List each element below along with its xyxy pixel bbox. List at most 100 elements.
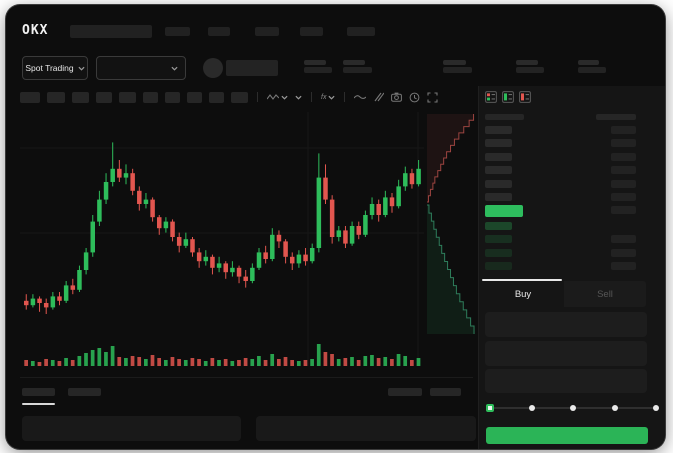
- volume-bar: [250, 359, 255, 366]
- volume-bar: [343, 358, 348, 366]
- book-price-skeleton[interactable]: [485, 261, 512, 270]
- book-price-skeleton[interactable]: [485, 152, 512, 161]
- book-price-skeleton[interactable]: [485, 193, 512, 201]
- candlestick: [183, 239, 189, 246]
- volume-bar: [57, 361, 62, 366]
- orders-tab-skeleton[interactable]: [22, 388, 55, 396]
- active-trade-tab-indicator: [482, 279, 562, 281]
- volume-bar: [24, 360, 28, 366]
- volume-bar: [243, 358, 248, 366]
- candlestick: [57, 296, 62, 301]
- volume-bar: [210, 358, 215, 366]
- tab-buy[interactable]: Buy: [514, 288, 532, 300]
- wave-icon[interactable]: [354, 93, 367, 101]
- orders-action-skeleton[interactable]: [388, 388, 422, 396]
- interval-button-skeleton[interactable]: [231, 91, 248, 103]
- nav-item-skeleton[interactable]: [165, 27, 190, 36]
- tab-sell[interactable]: Sell: [564, 281, 646, 307]
- nav-item-skeleton[interactable]: [300, 27, 323, 36]
- volume-bar: [70, 360, 75, 366]
- volume-bar: [416, 358, 421, 366]
- interval-button-skeleton[interactable]: [119, 91, 136, 103]
- candlestick: [196, 252, 202, 262]
- chevron-down-icon[interactable]: [295, 94, 302, 101]
- line-style-icon[interactable]: [267, 93, 288, 101]
- pair-selector[interactable]: [96, 56, 186, 80]
- volume-bar: [323, 352, 328, 366]
- last-price-bar[interactable]: [485, 205, 523, 217]
- price-input-skeleton[interactable]: [485, 312, 647, 337]
- amount-input-skeleton[interactable]: [485, 341, 647, 366]
- book-amount-skeleton: [611, 166, 636, 175]
- volume-bar: [157, 358, 161, 366]
- candlestick: [117, 168, 122, 178]
- book-price-skeleton[interactable]: [485, 166, 512, 175]
- candlestick: [383, 197, 388, 215]
- slider-step-dot[interactable]: [611, 405, 618, 411]
- nav-item-skeleton[interactable]: [255, 27, 279, 36]
- book-both-icon[interactable]: [485, 91, 497, 103]
- candlestick: [356, 226, 361, 235]
- interval-button-skeleton[interactable]: [143, 91, 158, 103]
- volume-bar: [230, 361, 235, 366]
- nav-item-skeleton[interactable]: [347, 27, 375, 36]
- slider-step-dot[interactable]: [528, 405, 535, 411]
- stat-value-skeleton: [304, 67, 332, 73]
- compare-icon[interactable]: [373, 92, 385, 102]
- candlestick: [137, 190, 142, 204]
- indicators-icon[interactable]: fx: [321, 94, 336, 101]
- candlestick: [24, 300, 29, 306]
- interval-button-skeleton[interactable]: [187, 91, 202, 103]
- book-amount-skeleton: [611, 235, 636, 244]
- volume-bar: [363, 356, 368, 366]
- candlestick: [163, 221, 169, 229]
- candlestick: [223, 263, 228, 273]
- candlestick: [369, 204, 375, 215]
- book-bids-icon[interactable]: [502, 91, 514, 103]
- volume-bar: [270, 354, 275, 366]
- slider-step-dot[interactable]: [570, 405, 576, 411]
- book-price-skeleton[interactable]: [485, 179, 512, 188]
- candlestick: [190, 239, 195, 253]
- orders-action-skeleton[interactable]: [430, 388, 461, 396]
- interval-button-skeleton[interactable]: [209, 91, 224, 103]
- interval-button-skeleton[interactable]: [47, 91, 65, 103]
- book-price-skeleton[interactable]: [485, 126, 512, 134]
- book-asks-icon[interactable]: [519, 91, 531, 103]
- book-price-skeleton[interactable]: [485, 235, 512, 244]
- interval-button-skeleton[interactable]: [165, 91, 180, 103]
- slider-step-dot[interactable]: [653, 405, 659, 411]
- buy-submit-button[interactable]: [486, 427, 648, 444]
- interval-button-skeleton[interactable]: [20, 91, 40, 103]
- book-price-skeleton[interactable]: [485, 139, 512, 148]
- section-divider: [20, 377, 473, 378]
- slider-handle[interactable]: [486, 404, 494, 412]
- candlestick-chart[interactable]: [6, 5, 665, 449]
- header-search-skeleton[interactable]: [70, 25, 152, 38]
- total-input-skeleton[interactable]: [485, 369, 647, 393]
- candlestick: [150, 199, 155, 218]
- okx-logo[interactable]: OKX: [22, 23, 49, 38]
- market-type-selector[interactable]: Spot Trading: [22, 56, 88, 80]
- book-price-skeleton[interactable]: [485, 248, 512, 257]
- chart-toolbar: fx: [20, 91, 439, 103]
- interval-button-skeleton[interactable]: [96, 91, 112, 103]
- history-icon[interactable]: [409, 92, 420, 103]
- camera-icon[interactable]: [391, 92, 403, 102]
- orders-panel-skeleton: [256, 416, 476, 441]
- volume-bar: [203, 361, 208, 366]
- chevron-down-icon: [78, 66, 85, 71]
- candlestick: [250, 267, 255, 281]
- nav-item-skeleton[interactable]: [208, 27, 230, 36]
- stat-label-skeleton: [443, 60, 466, 65]
- volume-bar: [163, 360, 168, 366]
- orders-tab-skeleton[interactable]: [68, 388, 101, 396]
- volume-bar: [37, 362, 42, 366]
- fullscreen-icon[interactable]: [427, 91, 439, 103]
- book-price-skeleton[interactable]: [485, 222, 512, 230]
- interval-button-skeleton[interactable]: [72, 91, 89, 103]
- candlestick: [130, 173, 135, 191]
- candlestick: [30, 298, 36, 306]
- book-amount-skeleton: [611, 152, 636, 161]
- volume-bar: [97, 348, 102, 366]
